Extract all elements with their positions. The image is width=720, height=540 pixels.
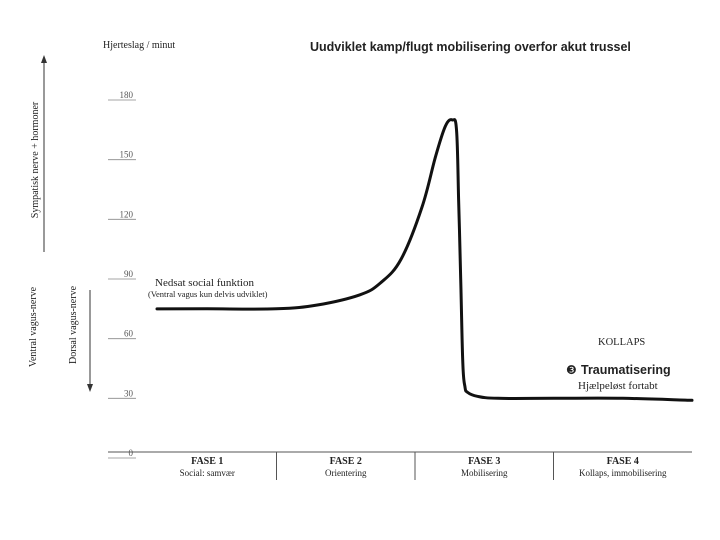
y-tick-label: 0 — [129, 448, 134, 458]
y-tick-label: 120 — [120, 209, 134, 219]
heart-rate-line — [155, 118, 694, 402]
phase-label: FASE 1 — [191, 456, 223, 467]
ventral-vagus-label: Ventral vagus-nerve — [28, 286, 39, 367]
phase-sublabel: Social: samvær — [180, 468, 235, 478]
phase-label: FASE 4 — [607, 456, 639, 467]
phase-sublabel: Mobilisering — [461, 468, 508, 478]
phase-sublabel: Kollaps, immobilisering — [579, 468, 667, 478]
y-axis: 0 30 60 90 120 150 180 — [108, 90, 136, 459]
y-tick-label: 90 — [124, 269, 134, 279]
social-function-sublabel: (Ventral vagus kun delvis udviklet) — [148, 289, 268, 299]
y-tick-label: 180 — [120, 90, 134, 100]
y-tick-label: 30 — [124, 388, 134, 398]
dorsal-vagus-label: Dorsal vagus-nerve — [68, 285, 79, 364]
phase-sublabel: Orientering — [325, 468, 367, 478]
y-axis-label: Hjerteslag / minut — [103, 40, 175, 51]
helpless-label: Hjælpeløst fortabt — [578, 380, 658, 392]
sympathetic-arrow-head — [41, 55, 47, 63]
chart-title: Uudviklet kamp/flugt mobilisering overfo… — [310, 40, 631, 54]
phase-label: FASE 3 — [468, 456, 500, 467]
y-tick-label: 60 — [124, 329, 134, 339]
sympathetic-label: Sympatisk nerve + hormoner — [30, 101, 41, 218]
collapse-label: KOLLAPS — [598, 337, 645, 348]
dorsal-arrow-head — [87, 384, 93, 392]
trauma-marker: ❸ — [566, 363, 577, 377]
phase-label: FASE 2 — [330, 456, 362, 467]
social-function-label: Nedsat social funktion — [155, 277, 254, 289]
y-tick-label: 150 — [120, 150, 134, 160]
trauma-label: Traumatisering — [581, 363, 671, 377]
